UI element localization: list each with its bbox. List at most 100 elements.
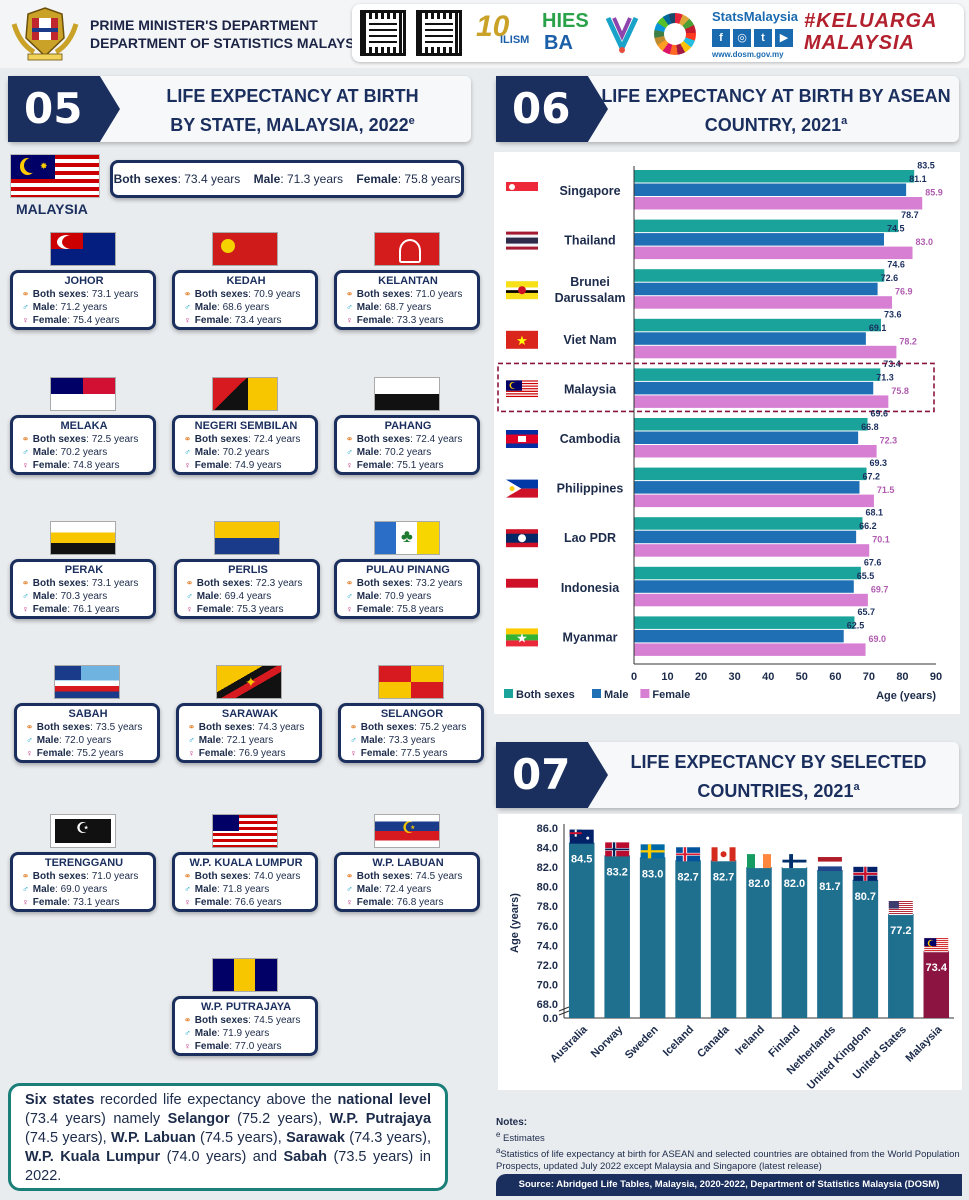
data-label: 85.9 [925,188,943,198]
state-male-row: ♂ Male: 70.2 years [183,446,309,459]
bar [710,860,737,1018]
male-value: : 72.1 years [221,735,274,746]
flag-philippines-icon [506,479,538,498]
state-flag-icon [378,665,444,699]
data-label: 69.1 [869,323,887,333]
flag-brunei-darussalam-icon [506,281,538,300]
female-label: Female [32,460,68,471]
twitter-icon[interactable]: t [754,29,772,47]
female-icon: ♀ [346,604,353,614]
summary-text: (74.5 years), [25,1130,112,1146]
female-icon: ♀ [26,748,33,758]
category-label: Thailand [564,234,615,248]
both-sexes-label: Both sexes [360,722,415,733]
flag-singapore-icon [506,182,538,200]
state-both-row: ⚭ Both sexes: 73.5 years [25,721,151,734]
data-label: 74.6 [887,260,905,270]
x-tick-label: 80 [896,671,908,683]
male-value: : 73.3 years [383,735,436,746]
male-label: Male [356,591,380,602]
title-sup: a [853,781,860,793]
svg-text:★: ★ [516,333,528,348]
qr-code-icon[interactable] [360,10,406,56]
state-values-box: JOHOR ⚭ Both sexes: 73.1 years ♂ Male: 7… [10,270,156,330]
data-label: 71.5 [877,485,895,495]
section-number: 05 [8,76,120,142]
male-label: Male [32,884,56,895]
qr-code-facebook-icon[interactable] [416,10,462,56]
section-title: LIFE EXPECTANCY BY SELECTED COUNTRIES, 2… [606,750,951,804]
both-sexes-value: : 74.3 years [252,722,305,733]
legend-swatch [504,689,513,698]
state-name: TERENGGANU [44,857,124,869]
flag-iceland-icon [676,847,701,862]
youtube-icon[interactable]: ▶ [775,29,793,47]
both-sexes-icon: ⚭ [349,722,358,732]
x-tick-label: 20 [695,671,707,683]
female-icon: ♀ [350,748,357,758]
category-label: Finland [766,1024,802,1060]
title-line-2: BY STATE, MALAYSIA, 2022 [170,115,409,135]
bar-female [634,593,868,607]
male-label: Male [196,591,220,602]
state-both-row: ⚭ Both sexes: 72.3 years [185,577,311,590]
female-value: : 76.8 years [391,897,444,908]
state-values-box: W.P. PUTRAJAYA ⚭ Both sexes: 74.5 years … [172,996,318,1056]
male-label: Male [198,735,222,746]
state-values-box: KEDAH ⚭ Both sexes: 70.9 years ♂ Male: 6… [172,270,318,330]
flag-thailand-icon [506,231,538,250]
summary-bold: Sarawak [286,1130,345,1146]
male-label: Male [194,884,218,895]
sdg-wheel-icon [654,13,696,55]
both-sexes-value: : 72.5 years [86,434,139,445]
male-icon: ♂ [184,1028,191,1038]
state-both-row: ⚭ Both sexes: 71.0 years [21,870,147,883]
state-name: MELAKA [60,420,108,432]
state-name: PERLIS [228,564,268,576]
female-label: Female [356,604,392,615]
both-sexes-label: Both sexes [356,434,411,445]
notes-title: Notes: [496,1117,528,1128]
state-name: NEGERI SEMBILAN [194,420,298,432]
state-female-row: ♀ Female: 75.1 years [345,459,471,472]
both-sexes-value: : 72.4 years [410,434,463,445]
category-label: Malaysia [564,382,617,396]
female-icon: ♀ [346,315,353,325]
state-flag-icon [216,665,282,699]
male-icon: ♂ [346,591,353,601]
state-female-row: ♀ Female: 75.8 years [345,603,471,616]
both-sexes-icon: ⚭ [183,871,192,881]
data-label: 82.0 [784,878,805,890]
state-male-row: ♂ Male: 72.4 years [345,883,471,896]
department-name: PRIME MINISTER'S DEPARTMENT DEPARTMENT O… [90,16,369,52]
flag-norway-icon [605,842,630,857]
x-tick-label: 30 [729,671,741,683]
state-female-row: ♀ Female: 76.9 years [187,747,313,760]
bar-both-sexes [634,566,861,580]
instagram-icon[interactable]: ◎ [733,29,751,47]
both-sexes-value: : 73.1 years [86,289,139,300]
female-value: : 73.4 years [229,315,282,326]
bar [781,867,808,1018]
state-male-row: ♂ Male: 70.3 years [21,590,147,603]
summary-note: Six states recorded life expectancy abov… [8,1083,448,1191]
female-label: Female [194,315,230,326]
title-sup: e [408,115,415,127]
state-flag-icon [50,814,116,848]
flag-malaysia-icon [506,380,538,399]
keluarga-malaysia-logo: #KELUARGA MALAYSIA [804,10,937,54]
bar-male [634,481,860,494]
state-both-row: ⚭ Both sexes: 72.4 years [345,433,471,446]
website-link[interactable]: www.dosm.gov.my [712,50,784,59]
state-values-box: KELANTAN ⚭ Both sexes: 71.0 years ♂ Male… [334,270,480,330]
male-label: Male [32,591,56,602]
category-label: Canada [695,1023,732,1060]
female-icon: ♀ [22,897,29,907]
flag-myanmar-icon: ★ [506,628,538,647]
summary-bold: national level [337,1092,431,1108]
state-female-row: ♀ Female: 76.1 years [21,603,147,616]
both-sexes-value: : 70.9 years [248,289,301,300]
bar-both-sexes [634,269,885,282]
facebook-icon[interactable]: f [712,29,730,47]
both-sexes-icon: ⚭ [21,434,30,444]
